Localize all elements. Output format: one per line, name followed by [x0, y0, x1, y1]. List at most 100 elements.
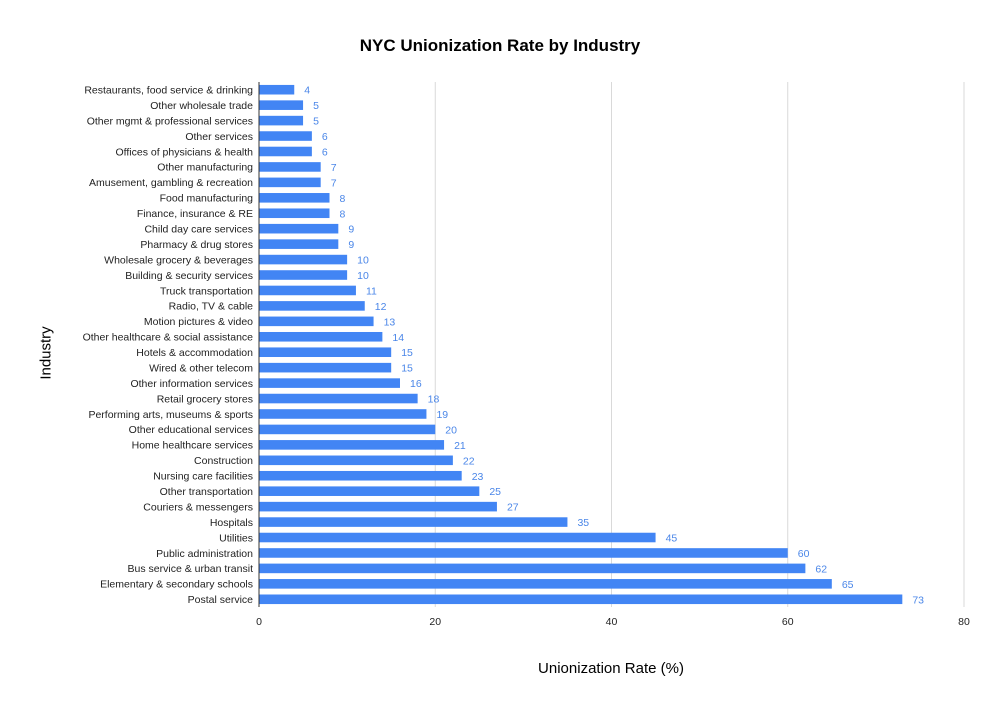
data-label: 15 [401, 363, 413, 375]
category-label: Radio, TV & cable [169, 301, 254, 313]
bar [259, 177, 321, 188]
bar [259, 563, 806, 574]
bar [259, 100, 304, 110]
category-label: Food manufacturing [160, 193, 254, 205]
data-label: 23 [472, 471, 484, 483]
bar [259, 316, 374, 327]
data-label: 9 [348, 224, 354, 236]
category-label: Other manufacturing [157, 162, 253, 174]
data-label: 6 [322, 131, 328, 143]
data-label: 21 [454, 440, 466, 452]
category-label: Other transportation [160, 486, 254, 498]
category-label: Elementary & secondary schools [100, 579, 253, 591]
bar [259, 270, 348, 280]
data-label: 13 [384, 316, 396, 328]
data-label: 27 [507, 502, 519, 514]
category-label: Building & security services [125, 270, 253, 282]
data-label: 6 [322, 146, 328, 158]
bar [259, 393, 418, 404]
bar [259, 331, 383, 342]
x-tick-label: 40 [606, 616, 618, 628]
x-tick-label: 60 [782, 616, 794, 628]
category-label: Other wholesale trade [150, 100, 253, 112]
data-label: 73 [912, 594, 924, 606]
category-label: Restaurants, food service & drinking [84, 85, 253, 97]
bar [259, 440, 445, 450]
data-label: 35 [577, 517, 589, 529]
category-label: Wholesale grocery & beverages [104, 254, 253, 266]
category-label: Truck transportation [160, 285, 253, 297]
bar [259, 347, 392, 358]
bar [259, 84, 295, 95]
category-label: Other services [185, 131, 253, 143]
bar [259, 486, 480, 496]
category-label: Construction [194, 455, 253, 467]
category-label: Home healthcare services [132, 440, 253, 452]
category-label: Bus service & urban transit [128, 563, 254, 575]
category-label: Couriers & messengers [143, 501, 253, 513]
bar [259, 579, 832, 589]
category-label: Other information services [130, 378, 253, 390]
data-label: 22 [463, 455, 475, 467]
data-label: 62 [815, 563, 827, 575]
bar [259, 254, 348, 265]
bar [259, 115, 304, 126]
data-label: 8 [340, 193, 346, 205]
bar [259, 162, 321, 172]
data-label: 18 [428, 394, 440, 406]
bar [259, 146, 312, 157]
data-label: 60 [798, 548, 810, 560]
category-label: Other educational services [129, 424, 253, 436]
bar [259, 131, 312, 141]
bar [259, 517, 568, 527]
category-label: Nursing care facilities [153, 471, 253, 483]
bar [259, 362, 392, 373]
data-label: 11 [366, 285, 377, 297]
bar [259, 409, 427, 419]
bar [259, 208, 330, 219]
bar [259, 378, 400, 388]
bars [259, 84, 903, 605]
category-label: Public administration [156, 548, 253, 560]
category-label: Pharmacy & drug stores [140, 239, 253, 251]
category-label: Utilities [219, 532, 253, 544]
category-label: Finance, insurance & RE [137, 208, 253, 220]
bar [259, 532, 656, 543]
bar [259, 424, 436, 435]
category-label: Postal service [188, 594, 254, 606]
category-label: Other mgmt & professional services [87, 115, 253, 127]
data-label: 25 [489, 486, 501, 498]
data-label: 10 [357, 255, 369, 267]
category-label: Hospitals [210, 517, 253, 529]
data-label: 7 [331, 177, 337, 189]
bar [259, 548, 788, 558]
category-label: Offices of physicians & health [115, 146, 253, 158]
data-label: 5 [313, 100, 319, 112]
x-tick-label: 80 [958, 616, 970, 628]
data-label: 15 [401, 347, 413, 359]
bar [259, 501, 497, 512]
data-label: 5 [313, 116, 319, 128]
data-label: 9 [348, 239, 354, 251]
data-label: 19 [436, 409, 448, 421]
data-label: 14 [392, 332, 404, 344]
data-label: 8 [340, 208, 346, 220]
data-label: 4 [304, 85, 310, 97]
category-label: Amusement, gambling & recreation [89, 177, 253, 189]
x-tick-label: 0 [256, 616, 262, 628]
data-label: 10 [357, 270, 369, 282]
data-label: 16 [410, 378, 422, 390]
bar [259, 594, 903, 605]
data-label: 45 [666, 533, 678, 545]
gridlines [434, 82, 965, 607]
data-label: 20 [445, 424, 457, 436]
bar [259, 239, 339, 249]
bar [259, 223, 339, 234]
data-label: 12 [375, 301, 387, 313]
category-label: Motion pictures & video [144, 316, 253, 328]
x-axis-title: Unionization Rate (%) [538, 660, 684, 677]
chart-title: NYC Unionization Rate by Industry [359, 36, 641, 55]
bar [259, 470, 462, 481]
data-label: 7 [331, 162, 337, 174]
